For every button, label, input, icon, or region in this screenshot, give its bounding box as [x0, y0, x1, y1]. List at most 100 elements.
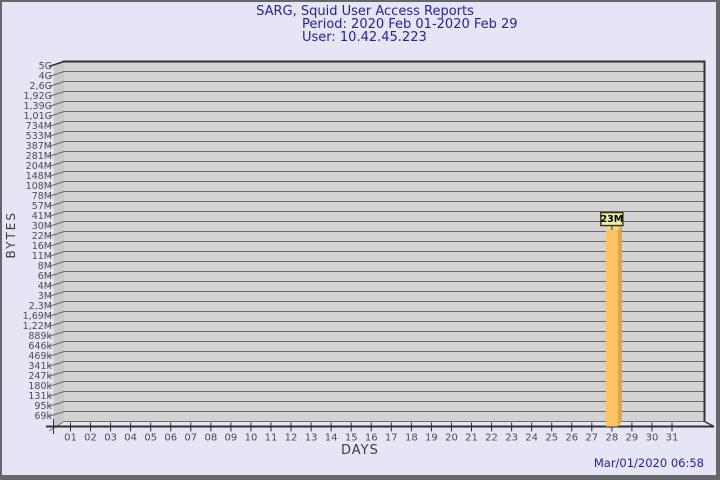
x-tick-label: 09 [225, 433, 238, 444]
y-tick-connector [48, 321, 65, 327]
y-tick-connector [48, 221, 65, 227]
x-tick-label: 13 [305, 433, 318, 444]
y-tick-label: 889k [28, 331, 52, 342]
x-tick-label: 03 [104, 433, 117, 444]
x-tick-label: 22 [485, 433, 498, 444]
x-tick-label: 10 [245, 433, 258, 444]
y-tick-label: 41M [32, 211, 52, 222]
y-tick-label: 281M [26, 151, 52, 162]
y-tick-label: 16M [32, 241, 52, 252]
x-axis-title: DAYS [341, 443, 379, 458]
y-tick-connector [48, 60, 65, 68]
y-tick-connector [48, 201, 65, 207]
y-tick-connector [48, 401, 65, 407]
x-tick-label: 20 [445, 433, 458, 444]
y-tick-label: 2,6G [30, 81, 52, 92]
y-tick-connector [48, 81, 65, 87]
y-tick-connector [48, 261, 65, 267]
x-tick-label: 24 [525, 433, 538, 444]
x-tick-label: 06 [164, 433, 177, 444]
x-tick-label: 11 [265, 433, 278, 444]
y-tick-label: 22M [32, 231, 52, 242]
y-tick-label: 95k [34, 401, 52, 412]
y-tick-label: 78M [32, 191, 52, 202]
y-tick-connector [48, 101, 65, 107]
y-tick-connector [48, 281, 65, 287]
y-tick-label: 1,92G [23, 91, 52, 102]
y-tick-connector [48, 211, 65, 217]
x-tick-label: 28 [605, 433, 618, 444]
y-tick-connector [48, 331, 65, 337]
y-tick-connector [48, 301, 65, 307]
x-tick-label: 27 [585, 433, 598, 444]
y-tick-label: 69k [34, 411, 52, 422]
report-user: User: 10.42.45.223 [302, 30, 427, 45]
y-tick-label: 1,01G [23, 111, 52, 122]
x-tick-label: 17 [385, 433, 398, 444]
y-tick-connector [48, 341, 65, 347]
y-tick-connector [48, 141, 65, 147]
generation-timestamp: Mar/01/2020 06:58 [593, 456, 704, 470]
y-tick-label: 8M [38, 261, 52, 272]
x-tick-label: 08 [204, 433, 217, 444]
x-tick-label: 04 [124, 433, 137, 444]
x-tick-label: 29 [626, 433, 639, 444]
y-tick-label: 11M [32, 251, 52, 262]
y-tick-connector [48, 131, 65, 137]
y-tick-label: 57M [32, 201, 52, 212]
y-tick-label: 533M [26, 131, 52, 142]
y-tick-label: 734M [26, 121, 52, 132]
y-tick-label: 2,3M [29, 301, 52, 312]
y-tick-label: 131k [28, 391, 52, 402]
y-tick-label: 1,69M [23, 311, 52, 322]
y-tick-label: 3M [38, 291, 52, 302]
x-tick-label: 25 [545, 433, 558, 444]
y-tick-label: 148M [26, 171, 52, 182]
y-axis-title: BYTES [4, 211, 18, 259]
y-tick-connector [48, 381, 65, 387]
y-tick-connector [48, 91, 65, 97]
y-tick-label: 6M [38, 271, 52, 282]
y-tick-connector [48, 251, 65, 257]
x-tick-label: 30 [646, 433, 659, 444]
bar-value-label: 23M [601, 214, 624, 225]
y-tick-connector [48, 161, 65, 167]
bar-side-face [617, 225, 622, 427]
x-tick-label: 07 [184, 433, 197, 444]
y-tick-connector [48, 111, 65, 117]
x-tick-label: 18 [405, 433, 418, 444]
x-tick-label: 05 [144, 433, 157, 444]
y-tick-label: 4G [39, 71, 52, 82]
y-tick-connector [48, 151, 65, 157]
y-tick-label: 646k [28, 341, 52, 352]
y-tick-connector [48, 351, 65, 357]
y-tick-connector [48, 271, 65, 277]
x-tick-label: 23 [505, 433, 518, 444]
y-tick-label: 108M [26, 181, 52, 192]
x-tick-label: 19 [425, 433, 438, 444]
x-tick-label: 14 [325, 433, 338, 444]
y-tick-connector [48, 241, 65, 247]
y-tick-connector [48, 191, 65, 197]
report-period: Period: 2020 Feb 01-2020 Feb 29 [302, 17, 518, 32]
x-tick-label: 15 [345, 433, 358, 444]
y-tick-label: 30M [32, 221, 52, 232]
x-tick-label: 26 [565, 433, 578, 444]
y-tick-label: 469k [28, 351, 52, 362]
y-tick-label: 341k [28, 361, 52, 372]
x-tick-label: 01 [64, 433, 77, 444]
y-tick-label: 1,39G [23, 101, 52, 112]
y-tick-label: 180k [28, 381, 52, 392]
x-tick-label: 12 [285, 433, 298, 444]
y-tick-label: 1,22M [23, 321, 52, 332]
y-tick-connector [48, 231, 65, 237]
y-tick-connector [48, 411, 65, 417]
y-tick-label: 5G [39, 61, 52, 72]
y-tick-connector [48, 291, 65, 297]
y-tick-connector [48, 391, 65, 397]
y-tick-label: 204M [26, 161, 52, 172]
x-tick-label: 16 [365, 433, 378, 444]
x-tick-label: 21 [465, 433, 478, 444]
